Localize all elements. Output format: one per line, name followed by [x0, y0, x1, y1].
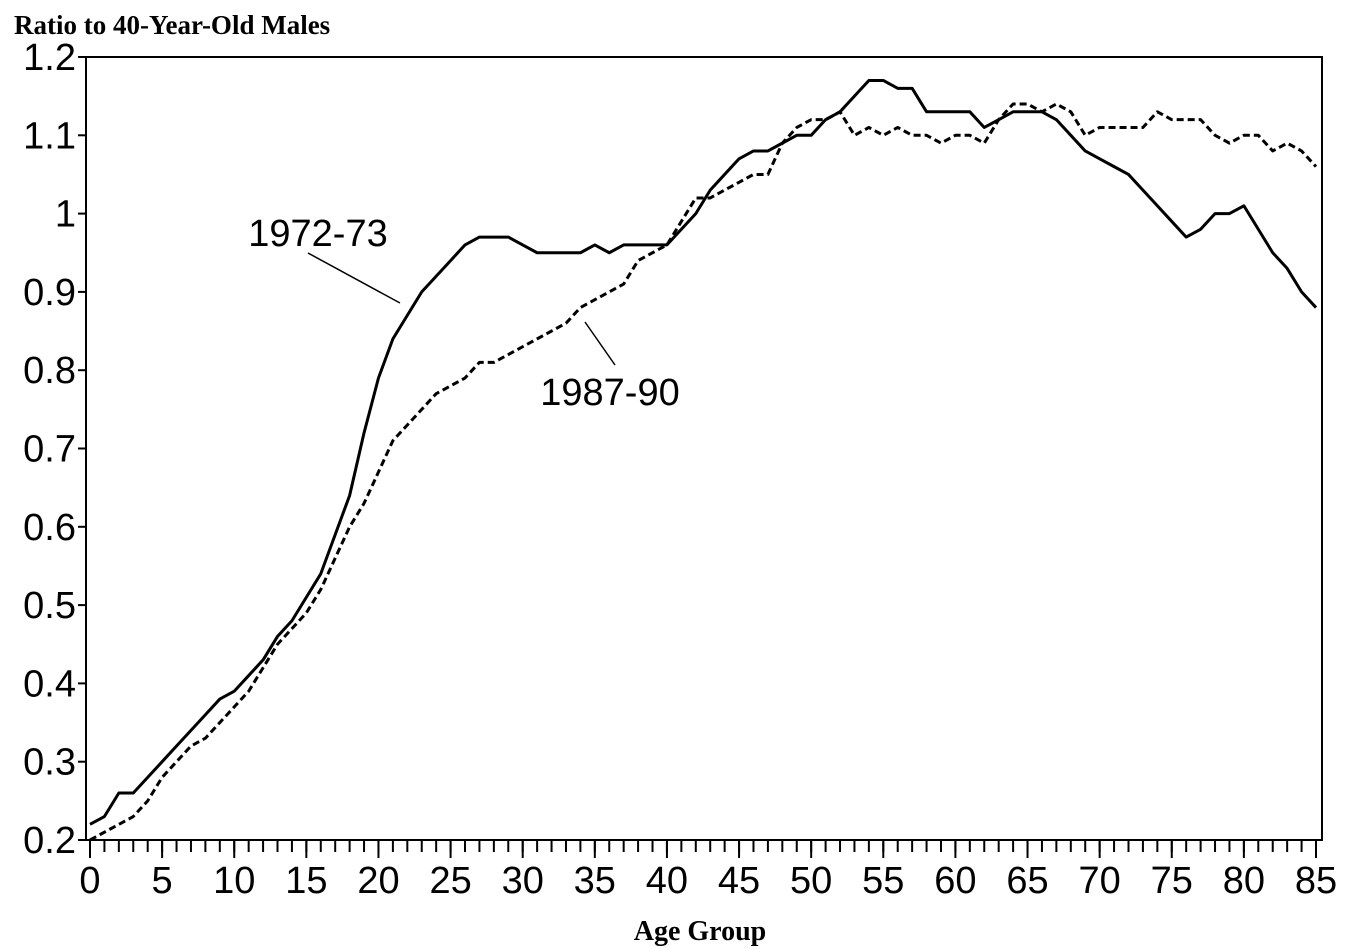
y-tick-label: 0.8 [23, 350, 76, 392]
x-tick-label: 50 [790, 860, 832, 902]
y-tick-label: 1.2 [23, 37, 76, 79]
x-tick-label: 55 [862, 860, 904, 902]
series-label: 1972-73 [248, 213, 387, 255]
x-tick-label: 30 [502, 860, 544, 902]
x-tick-label: 25 [429, 860, 471, 902]
series-line [89, 78, 1318, 826]
x-tick-label: 35 [574, 860, 616, 902]
x-tick-label: 15 [285, 860, 327, 902]
chart-title: Ratio to 40-Year-Old Males [14, 10, 330, 40]
x-tick-label: 20 [357, 860, 399, 902]
x-tick-label: 85 [1295, 860, 1337, 902]
y-tick-label: 0.3 [23, 742, 76, 784]
x-tick-label: 10 [213, 860, 255, 902]
y-tick-label: 0.4 [23, 663, 76, 705]
x-tick-label: 40 [646, 860, 688, 902]
leader-line [584, 321, 616, 366]
y-tick-label: 0.6 [23, 507, 76, 549]
x-tick-label: 65 [1006, 860, 1048, 902]
series-line [89, 102, 1318, 842]
y-tick-label: 0.2 [23, 820, 76, 862]
x-tick-label: 75 [1151, 860, 1193, 902]
y-tick-label: 0.9 [23, 272, 76, 314]
series-label: 1987-90 [540, 372, 679, 414]
x-tick-label: 80 [1223, 860, 1265, 902]
y-tick-label: 1 [55, 194, 76, 236]
x-tick-label: 0 [79, 860, 100, 902]
x-axis-label: Age Group [634, 916, 767, 947]
y-tick-label: 0.7 [23, 429, 76, 471]
x-tick-label: 70 [1079, 860, 1121, 902]
x-tick-label: 60 [934, 860, 976, 902]
x-tick-label: 5 [152, 860, 173, 902]
y-tick-label: 0.5 [23, 585, 76, 627]
x-tick-label: 45 [718, 860, 760, 902]
leader-line [307, 252, 401, 304]
y-tick-label: 1.1 [23, 115, 76, 157]
plot-frame [85, 56, 1323, 841]
